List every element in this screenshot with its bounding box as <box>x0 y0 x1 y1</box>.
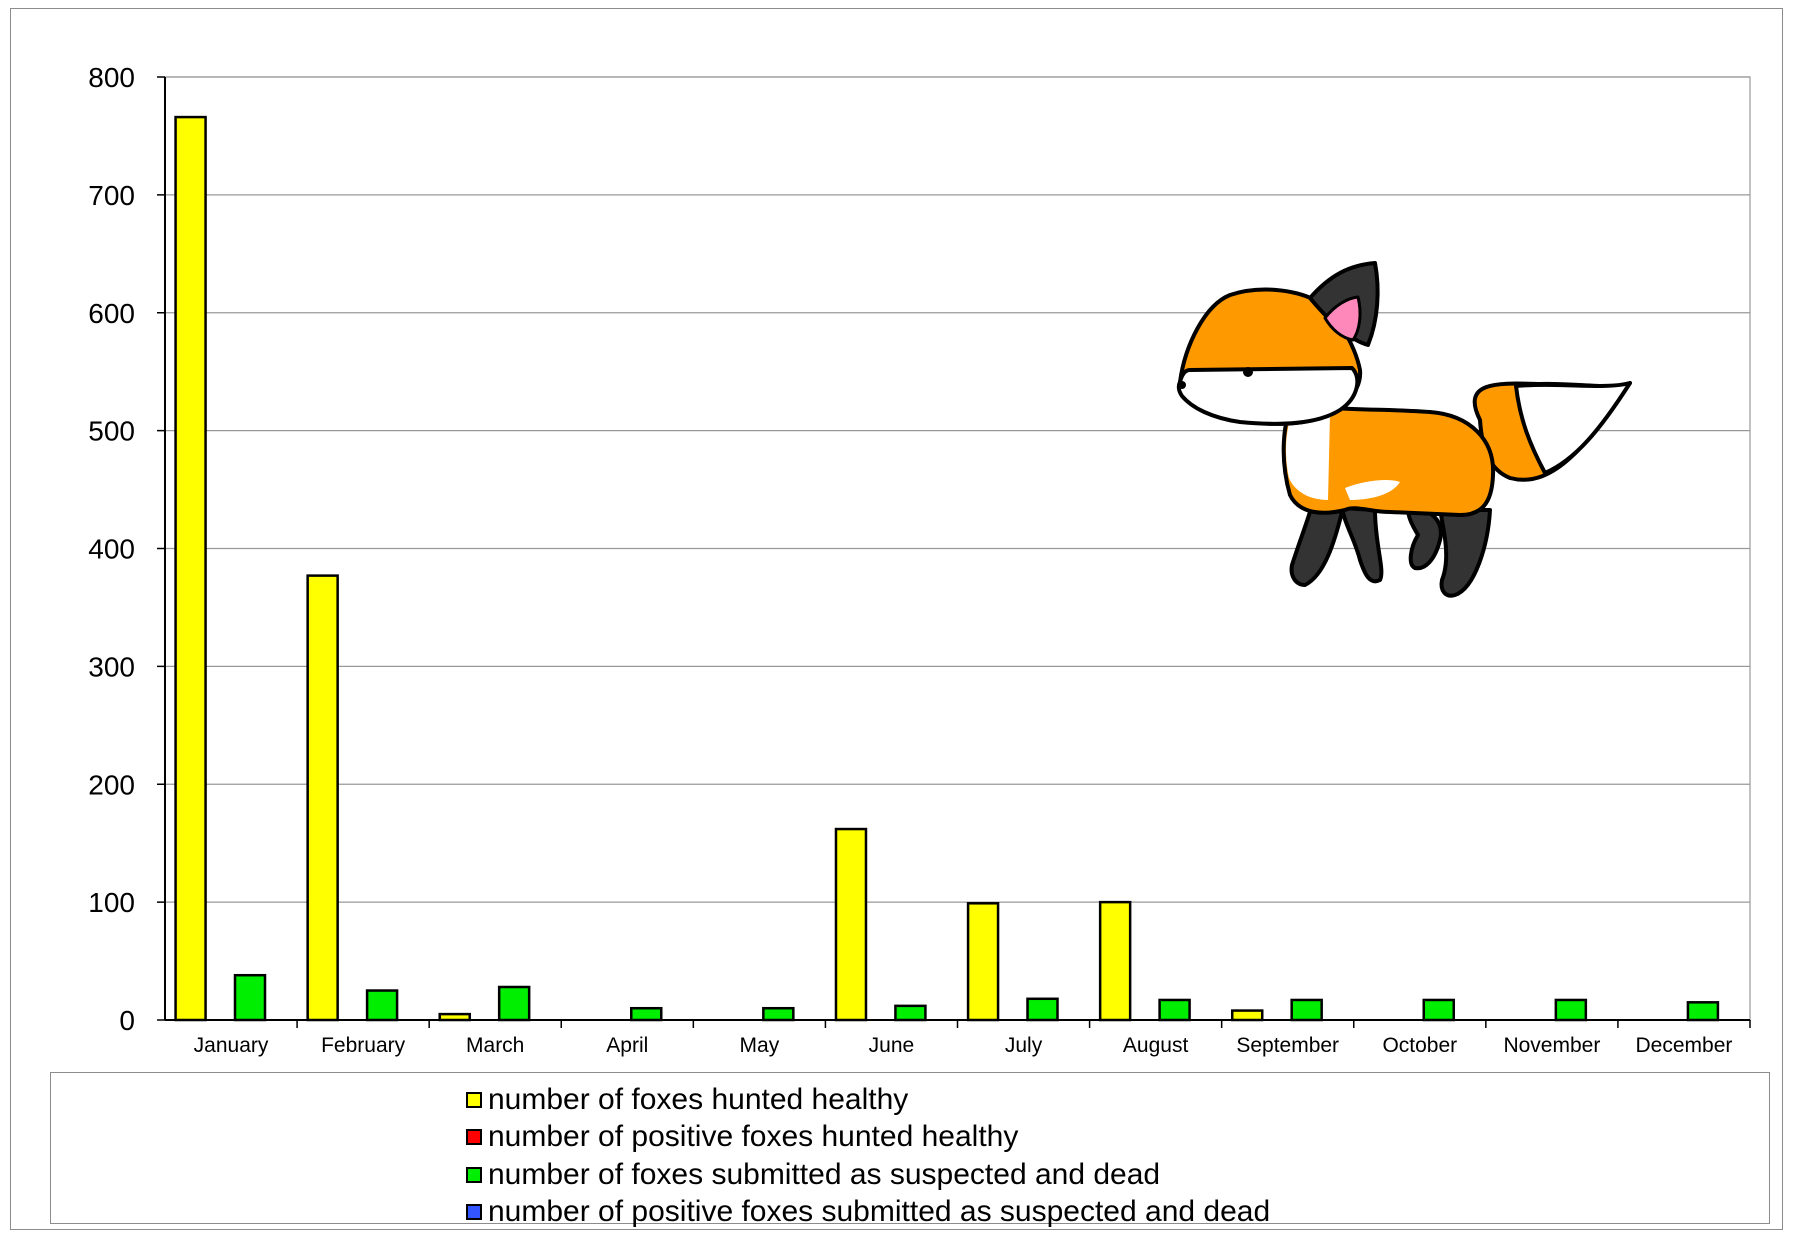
x-tick-label: September <box>1236 1034 1339 1057</box>
legend-swatch-yellow <box>466 1091 482 1108</box>
fox-chest <box>1286 402 1330 500</box>
y-tick-label: 0 <box>119 1005 135 1036</box>
gridlines <box>164 76 1751 1021</box>
bar <box>1290 998 1323 1022</box>
bar <box>966 902 1000 1022</box>
bar <box>894 1004 927 1022</box>
bar-chart: 0 100 200 300 400 500 600 700 800 January Februar… <box>88 62 1751 1057</box>
bar <box>1422 998 1456 1022</box>
y-tick-label: 400 <box>88 534 135 565</box>
y-tick-label: 100 <box>88 887 135 918</box>
legend-swatch-blue <box>466 1204 482 1221</box>
bar <box>306 574 339 1022</box>
bar <box>233 973 267 1022</box>
legend-swatch-red <box>466 1129 482 1146</box>
y-tick-label: 600 <box>88 298 135 329</box>
x-tick-label: July <box>1005 1034 1043 1057</box>
y-tick-label: 200 <box>88 769 135 800</box>
fox-front-leg <box>1289 503 1344 587</box>
fox-tail-tip <box>1514 381 1632 475</box>
bar <box>497 985 531 1022</box>
bar <box>174 115 207 1022</box>
x-tick-label: February <box>321 1034 406 1057</box>
fox-body <box>1281 398 1496 517</box>
x-tick-label: December <box>1636 1034 1733 1057</box>
fox-back-leg <box>1438 508 1492 598</box>
fox-back-leg <box>1406 503 1443 571</box>
bar <box>1158 998 1191 1022</box>
x-tick-label: October <box>1382 1034 1457 1057</box>
bar <box>1554 998 1588 1022</box>
bar <box>438 1012 471 1022</box>
bar <box>1230 1009 1264 1022</box>
x-tick-label: November <box>1503 1034 1600 1057</box>
bar <box>1686 1001 1720 1022</box>
fox-eye <box>1243 367 1253 377</box>
legend-item: number of foxes submitted as suspected a… <box>466 1156 1270 1194</box>
x-tick-label: January <box>194 1034 269 1057</box>
legend-label: number of positive foxes hunted healthy <box>488 1120 1019 1154</box>
fox-front-leg <box>1340 506 1384 584</box>
legend-label: number of positive foxes submitted as su… <box>488 1195 1271 1229</box>
bar <box>1026 997 1059 1022</box>
legend-label: number of foxes hunted healthy <box>488 1082 909 1116</box>
bar <box>365 989 399 1022</box>
bar <box>630 1006 663 1022</box>
y-tick-label: 800 <box>88 62 135 93</box>
x-tick-label: March <box>466 1034 524 1057</box>
fox-belly <box>1345 480 1400 500</box>
y-tick-label: 700 <box>88 180 135 211</box>
legend-list: number of foxes hunted healthy number of… <box>466 1081 1270 1231</box>
x-tick-label: May <box>740 1034 780 1057</box>
fox-nose <box>1178 381 1186 389</box>
fox-inner-ear <box>1323 295 1362 342</box>
bar <box>1098 900 1132 1022</box>
bar <box>762 1006 795 1022</box>
y-tick-label: 500 <box>88 416 135 447</box>
x-tick-label: June <box>869 1034 915 1057</box>
legend-swatch-green <box>466 1166 482 1183</box>
y-axis-ticks: 0 100 200 300 400 500 600 700 800 <box>88 62 165 1036</box>
y-tick-label: 300 <box>88 651 135 682</box>
chart-legend: number of foxes hunted healthy number of… <box>50 1072 1770 1228</box>
x-axis-ticks: January February March April May June July Augu… <box>194 1020 1751 1057</box>
x-tick-label: August <box>1123 1034 1189 1057</box>
x-tick-label: April <box>606 1034 648 1057</box>
legend-item: number of positive foxes submitted as su… <box>466 1194 1270 1232</box>
chart-frame <box>10 8 1783 1230</box>
bars <box>174 115 1720 1022</box>
legend-item: number of foxes hunted healthy <box>466 1081 1270 1119</box>
legend-item: number of positive foxes hunted healthy <box>466 1119 1270 1157</box>
fox-illustration <box>1176 261 1632 598</box>
fox-face <box>1176 366 1360 426</box>
legend-label: number of foxes submitted as suspected a… <box>488 1157 1161 1191</box>
bar <box>834 827 868 1022</box>
